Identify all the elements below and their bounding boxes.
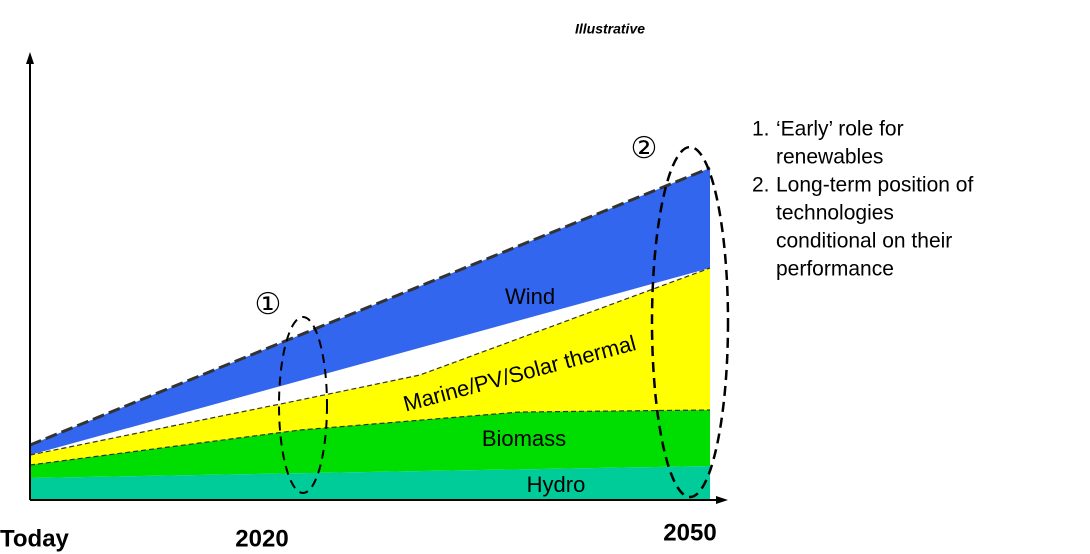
total-line (29, 166, 711, 447)
arrow (716, 496, 728, 504)
note-text: ‘Early’ role for (776, 118, 904, 141)
marker: ② (631, 132, 658, 165)
note-text: conditional on their (776, 230, 952, 253)
hydro-area (30, 466, 710, 500)
note-text: performance (776, 258, 894, 281)
area-label: Wind (505, 284, 555, 309)
boundary (29, 267, 711, 456)
x-label: Today (0, 525, 70, 552)
subtitle: Illustrative (575, 21, 645, 37)
notes: 1. ‘Early’ role for renewables 2. Long-term … (752, 118, 973, 281)
area-label: Biomass (482, 426, 566, 451)
arrow (26, 52, 34, 64)
wind-area (30, 168, 710, 455)
boundary (29, 409, 711, 466)
note-text: renewables (776, 146, 883, 169)
area-label: Hydro (527, 472, 586, 497)
note-text: technologies (776, 202, 894, 225)
note-text: 1. (752, 118, 770, 141)
focus-ellipse (650, 145, 730, 499)
note-text: Long-term position of (776, 174, 973, 197)
biomass-area (30, 410, 710, 478)
marker: ① (255, 288, 282, 321)
x-label: 2050 (663, 519, 716, 546)
focus-ellipse (278, 316, 328, 494)
note-text: 2. (752, 174, 770, 197)
x-label: 2020 (235, 525, 288, 552)
